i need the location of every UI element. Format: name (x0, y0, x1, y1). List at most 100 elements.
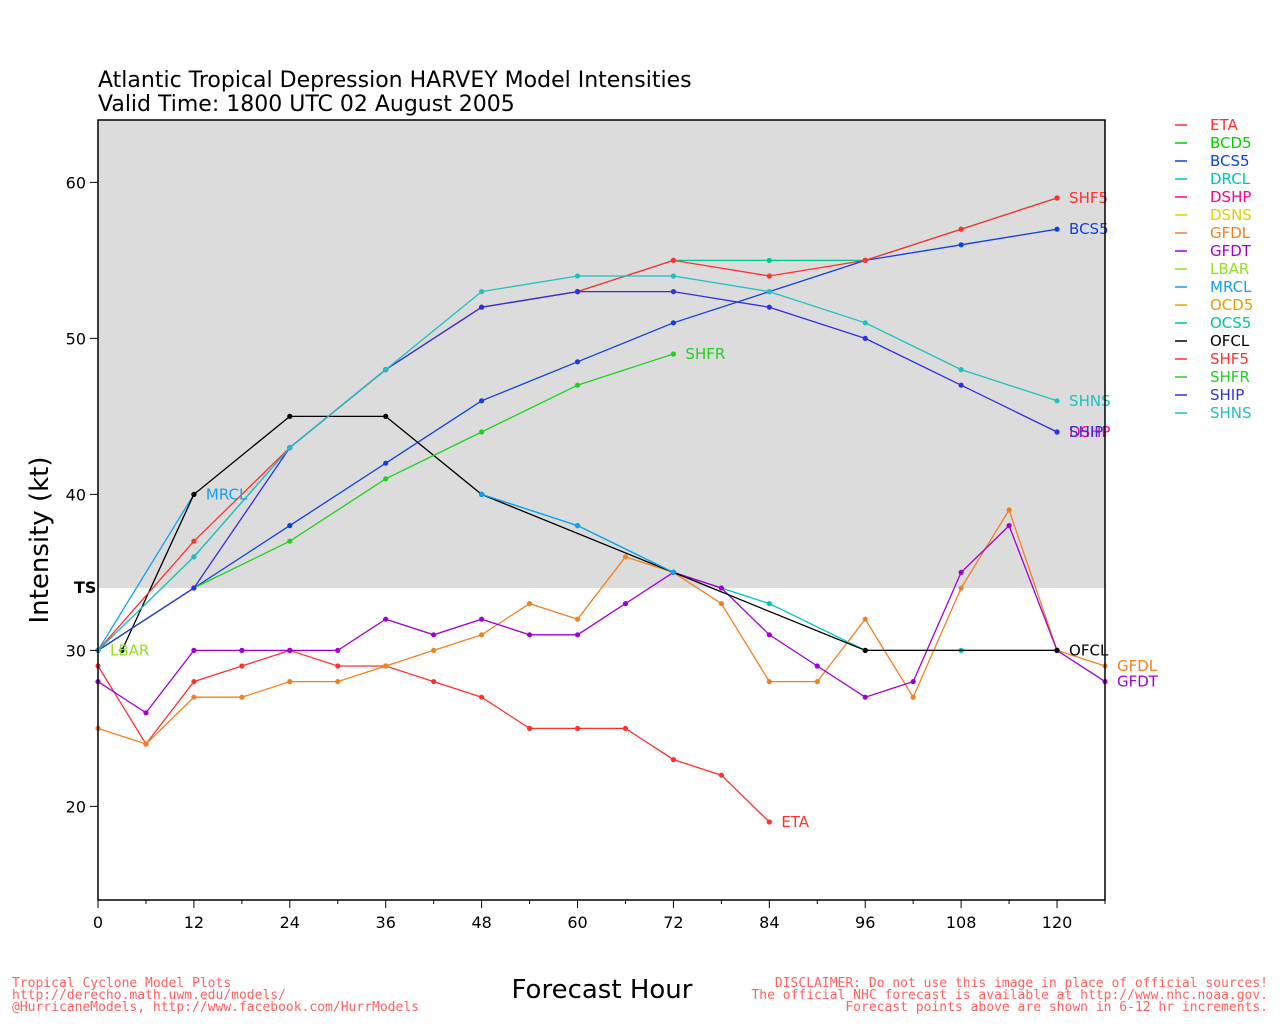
data-point-ofcl (119, 647, 125, 654)
legend-entry-bcs5: BCS5 (1210, 152, 1250, 170)
data-point-ofcl (383, 413, 389, 419)
data-point-gfdt (191, 647, 197, 654)
series-end-label-bcs5: BCS5 (1069, 220, 1109, 238)
data-point-gfdt (526, 632, 533, 638)
data-point-gfdl (910, 694, 916, 700)
legend-entry-ocd5: OCD5 (1210, 296, 1253, 314)
series-end-label-dshp: DSHP (1069, 423, 1110, 441)
series-end-label-gfdt: GFDT (1117, 673, 1159, 691)
data-point-gfdl (1006, 507, 1012, 513)
legend-entry-bcd5: BCD5 (1210, 134, 1252, 152)
data-point-shfr (479, 429, 485, 435)
data-point-gfdt (766, 632, 772, 638)
data-point-gfdl (431, 647, 437, 654)
data-point-gfdt (239, 647, 245, 654)
legend-entry-shfr: SHFR (1210, 368, 1250, 386)
data-point-shfr (574, 382, 581, 388)
data-point-gfdt (622, 601, 629, 607)
data-point-ocs5 (766, 257, 772, 263)
footer-left-line2: http://derecho.math.uwm.edu/models/ (12, 988, 286, 1003)
legend-entry-shf5: SHF5 (1210, 350, 1249, 368)
series-end-label-shns: SHNS (1069, 392, 1111, 410)
legend-entry-eta: ETA (1210, 116, 1238, 134)
y-tick-label: 20 (66, 797, 86, 816)
x-tick-label: 60 (567, 913, 587, 932)
data-point-shns (383, 367, 389, 373)
data-point-eta (574, 725, 581, 732)
data-point-mrcl (670, 569, 677, 576)
x-tick-label: 96 (855, 913, 875, 932)
data-point-shf5 (958, 226, 964, 232)
legend-entry-ofcl: OFCL (1210, 332, 1250, 350)
data-point-gfdl (574, 616, 581, 622)
x-axis-label: Forecast Hour (512, 975, 693, 1005)
data-point-ofcl (862, 647, 868, 654)
legend-entry-gfdt: GFDT (1210, 242, 1252, 260)
x-tick-label: 12 (184, 913, 204, 932)
x-axis-ticks: 0 12 24 36 48 60 72 84 96 108 120 (93, 900, 1106, 932)
data-point-gfdt (814, 663, 820, 669)
data-point-gfdl (622, 554, 629, 560)
data-point-gfdl (239, 694, 245, 700)
legend-entry-lbar: LBAR (1210, 260, 1249, 278)
legend: ETABCD5BCS5DRCLDSHPDSNSGFDLGFDTLBARMRCLO… (1175, 116, 1253, 422)
data-point-gfdt (335, 647, 341, 654)
data-point-shf5 (670, 257, 677, 263)
data-point-gfdt (910, 679, 916, 685)
legend-entry-shns: SHNS (1210, 404, 1252, 422)
data-point-bcs5 (479, 398, 485, 404)
y-tick-label: 60 (66, 173, 86, 192)
footer-right-line3: Forecast points above are shown in 6-12 … (845, 1000, 1268, 1015)
y-axis-label: Intensity (kt) (25, 457, 55, 624)
data-point-ship (574, 289, 581, 295)
data-point-bcs5 (958, 242, 964, 248)
chart-title-line1: Atlantic Tropical Depression HARVEY Mode… (98, 68, 692, 93)
data-point-shns (862, 320, 868, 326)
data-point-eta (479, 694, 485, 700)
data-point-ship (191, 585, 197, 591)
data-point-shns (287, 445, 293, 451)
series-end-label-ofcl: OFCL (1069, 641, 1109, 659)
series-end-label-mrcl: MRCL (206, 485, 248, 503)
data-point-gfdt (431, 632, 437, 638)
legend-entry-gfdl: GFDL (1210, 224, 1251, 242)
x-tick-label: 84 (759, 913, 779, 932)
data-point-gfdt (479, 616, 485, 622)
legend-entry-dsns: DSNS (1210, 206, 1252, 224)
x-tick-label: 0 (93, 913, 103, 932)
data-point-gfdt (383, 616, 389, 622)
series-line-gfdt (97, 524, 1106, 714)
data-point-gfdt (718, 585, 724, 591)
data-point-gfdl (958, 585, 964, 591)
data-point-eta (431, 679, 437, 685)
data-point-bcs5 (383, 460, 389, 466)
data-point-gfdl (383, 663, 389, 669)
data-point-ofcl (287, 413, 293, 419)
chart-title-line2: Valid Time: 1800 UTC 02 August 2005 (98, 92, 515, 117)
data-point-shns (479, 289, 485, 295)
data-point-eta (335, 663, 341, 669)
data-point-shns (191, 554, 197, 560)
x-tick-label: 108 (946, 913, 977, 932)
footer-right: DISCLAIMER: Do not use this image in pla… (751, 976, 1268, 1015)
data-point-bcs5 (574, 359, 581, 365)
series-end-label-ship: SHIP (1069, 423, 1103, 441)
data-point-shns (670, 273, 677, 279)
legend-entry-ocs5: OCS5 (1210, 314, 1251, 332)
data-point-eta (526, 725, 533, 732)
legend-entry-mrcl: MRCL (1210, 278, 1252, 296)
footer-right-line2: The official NHC forecast is available a… (751, 988, 1268, 1003)
y-tick-label: 30 (66, 641, 86, 660)
data-point-gfdl (287, 679, 293, 685)
footer-left-line3: @HurricaneModels, http://www.facebook.co… (12, 1000, 419, 1015)
data-point-gfdt (1006, 523, 1012, 529)
data-point-ship (670, 289, 677, 295)
data-point-gfdl (862, 616, 868, 622)
data-point-mrcl (479, 491, 485, 497)
footer-right-line1: DISCLAIMER: Do not use this image in pla… (775, 976, 1268, 991)
footer-left-line1: Tropical Cyclone Model Plots (12, 976, 231, 991)
series-end-label-shf5: SHF5 (1069, 189, 1108, 207)
legend-entry-dshp: DSHP (1210, 188, 1251, 206)
